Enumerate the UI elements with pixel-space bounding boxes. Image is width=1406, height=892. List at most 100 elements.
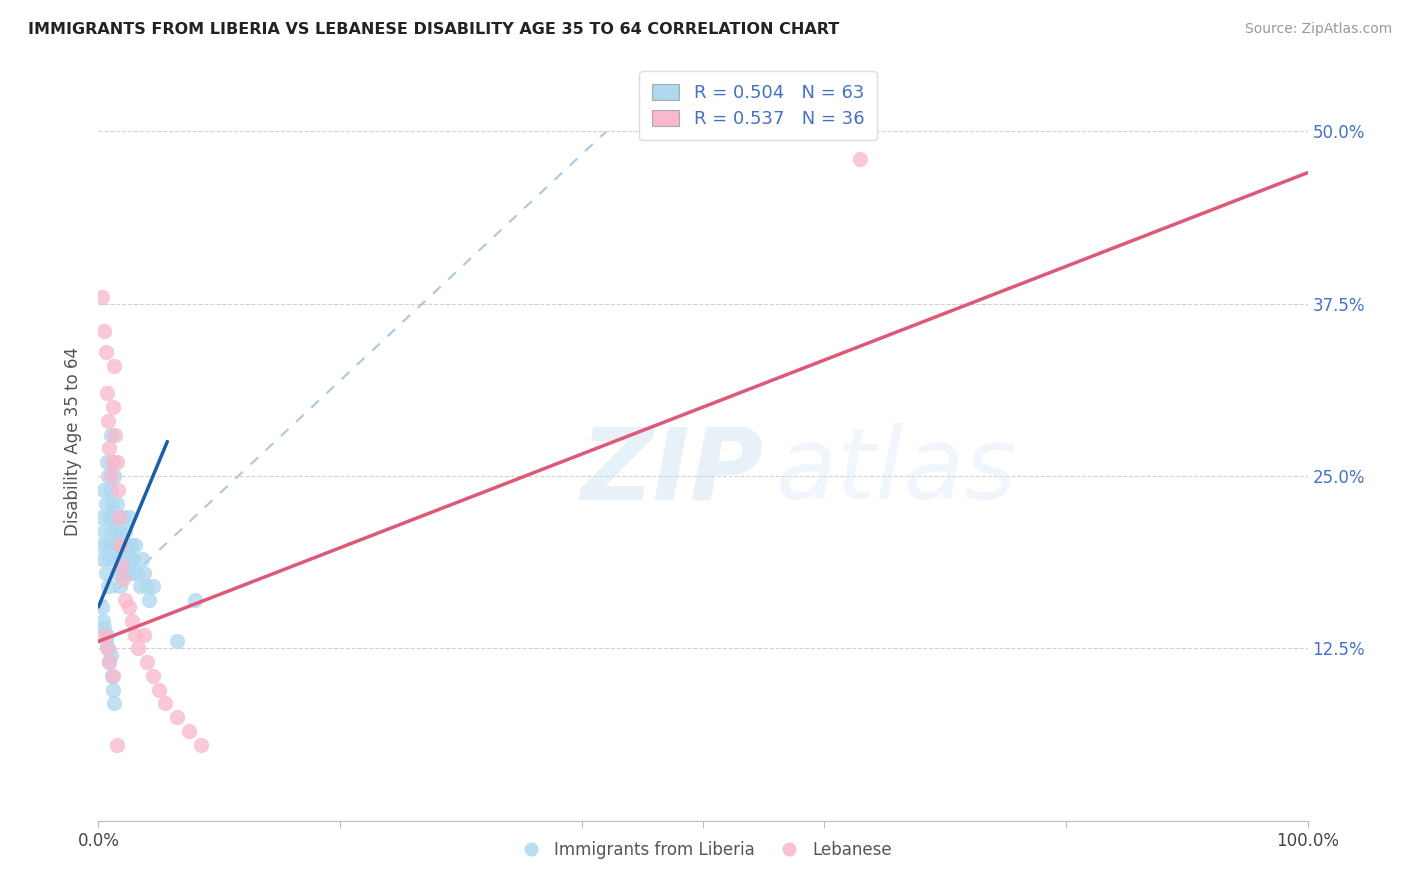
Point — [107, 483, 129, 497]
Text: atlas: atlas — [776, 424, 1017, 520]
Point — [103, 551, 125, 566]
Point — [98, 442, 121, 456]
Point — [108, 551, 131, 566]
Point — [117, 566, 139, 580]
Point — [134, 627, 156, 641]
Point — [96, 627, 118, 641]
Point — [112, 551, 135, 566]
Point — [93, 324, 115, 338]
Point — [97, 641, 120, 656]
Point — [190, 738, 212, 752]
Point — [108, 510, 131, 524]
Point — [94, 634, 117, 648]
Point — [114, 593, 136, 607]
Point — [114, 524, 136, 538]
Point — [101, 400, 124, 414]
Point — [91, 290, 114, 304]
Point — [93, 621, 115, 635]
Point — [142, 669, 165, 683]
Point — [122, 551, 145, 566]
Point — [101, 669, 124, 683]
Point — [153, 697, 176, 711]
Point — [100, 538, 122, 552]
Text: IMMIGRANTS FROM LIBERIA VS LEBANESE DISABILITY AGE 35 TO 64 CORRELATION CHART: IMMIGRANTS FROM LIBERIA VS LEBANESE DISA… — [28, 22, 839, 37]
Point — [111, 566, 134, 580]
Point — [120, 538, 142, 552]
Point — [124, 627, 146, 641]
Point — [98, 510, 121, 524]
Point — [94, 497, 117, 511]
Point — [128, 579, 150, 593]
Point — [98, 655, 121, 669]
Point — [97, 579, 120, 593]
Point — [94, 345, 117, 359]
Point — [100, 455, 122, 469]
Point — [105, 497, 128, 511]
Point — [96, 386, 118, 401]
Point — [100, 497, 122, 511]
Point — [121, 566, 143, 580]
Point — [138, 593, 160, 607]
Point — [100, 469, 122, 483]
Point — [849, 152, 872, 166]
Point — [142, 579, 165, 593]
Point — [90, 538, 112, 552]
Point — [115, 538, 138, 552]
Point — [107, 538, 129, 552]
Legend: Immigrants from Liberia, Lebanese: Immigrants from Liberia, Lebanese — [508, 834, 898, 865]
Point — [131, 551, 153, 566]
Point — [110, 538, 132, 552]
Point — [135, 579, 157, 593]
Point — [121, 614, 143, 628]
Point — [108, 538, 131, 552]
Point — [91, 551, 114, 566]
Point — [96, 455, 118, 469]
Point — [103, 359, 125, 373]
Point — [93, 483, 115, 497]
Point — [91, 510, 114, 524]
Point — [100, 427, 122, 442]
Point — [110, 558, 132, 573]
Point — [166, 634, 188, 648]
Point — [100, 669, 122, 683]
Point — [91, 599, 114, 614]
Point — [97, 469, 120, 483]
Point — [105, 738, 128, 752]
Y-axis label: Disability Age 35 to 64: Disability Age 35 to 64 — [65, 347, 83, 536]
Point — [93, 524, 115, 538]
Point — [108, 524, 131, 538]
Point — [179, 724, 201, 739]
Point — [108, 579, 131, 593]
Point — [103, 697, 125, 711]
Point — [98, 551, 121, 566]
Point — [118, 510, 141, 524]
Point — [93, 627, 115, 641]
Text: Source: ZipAtlas.com: Source: ZipAtlas.com — [1244, 22, 1392, 37]
Point — [148, 682, 170, 697]
Point — [135, 655, 157, 669]
Point — [104, 524, 127, 538]
Point — [127, 566, 149, 580]
Point — [101, 682, 124, 697]
Point — [107, 510, 129, 524]
Point — [97, 414, 120, 428]
Point — [100, 483, 122, 497]
Point — [100, 524, 122, 538]
Point — [104, 427, 127, 442]
Point — [100, 648, 122, 663]
Point — [111, 510, 134, 524]
Point — [98, 655, 121, 669]
Text: ZIP: ZIP — [581, 424, 763, 520]
Point — [127, 641, 149, 656]
Point — [101, 510, 124, 524]
Point — [124, 538, 146, 552]
Point — [96, 538, 118, 552]
Point — [105, 566, 128, 580]
Point — [118, 551, 141, 566]
Point — [105, 455, 128, 469]
Point — [134, 566, 156, 580]
Point — [103, 469, 125, 483]
Point — [94, 566, 117, 580]
Point — [91, 614, 114, 628]
Point — [184, 593, 207, 607]
